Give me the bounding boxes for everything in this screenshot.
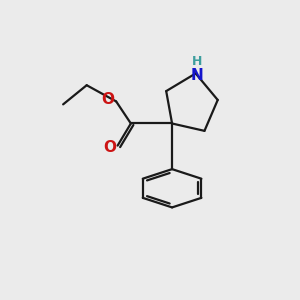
Text: H: H: [192, 55, 202, 68]
Text: N: N: [191, 68, 203, 83]
Text: O: O: [101, 92, 114, 107]
Text: O: O: [103, 140, 116, 154]
